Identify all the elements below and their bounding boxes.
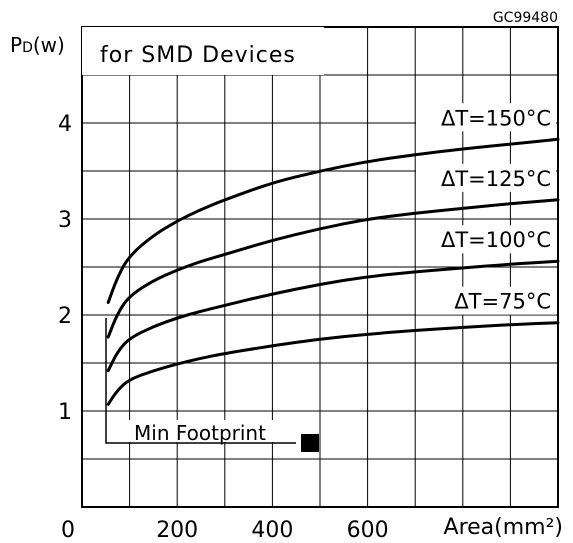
series-labels: ΔT=150°C ΔT=125°C ΔT=100°C ΔT=75°C (416, 103, 556, 315)
chart-title: for SMD Devices (100, 43, 296, 68)
min-footprint-label-box (128, 420, 298, 442)
series-label: ΔT=150°C (441, 106, 551, 130)
y-axis-label-unit: (w) (33, 33, 65, 57)
x-tick-label: 600 (347, 518, 389, 543)
origin-label: 0 (61, 518, 75, 543)
series-label-box (416, 286, 556, 315)
series-label-box (416, 225, 556, 254)
series-label: ΔT=125°C (441, 167, 551, 191)
series-label: ΔT=100°C (441, 228, 551, 252)
y-tick-label: 3 (58, 208, 72, 233)
y-axis-label: PD(w) (10, 33, 65, 57)
y-axis-label-main: P (10, 33, 22, 57)
series-line-3 (106, 259, 560, 373)
series-group (106, 137, 560, 406)
y-axis-label-subscript: D (22, 40, 33, 56)
x-axis-label: Area(mm²) (444, 515, 563, 540)
ticks: 200 400 600 1 2 3 4 (58, 112, 389, 543)
series-line-1 (106, 137, 560, 304)
min-footprint-bracket (105, 318, 296, 444)
footprint-square-icon (301, 434, 319, 452)
series-line-4 (106, 321, 560, 406)
x-tick-label: 200 (156, 518, 198, 543)
series-label: ΔT=75°C (454, 290, 551, 314)
y-tick-label: 2 (58, 304, 72, 329)
series-label-box (416, 103, 556, 132)
series-line-2 (106, 198, 560, 339)
chart-title-box (82, 27, 324, 75)
series-label-box (416, 163, 556, 192)
y-tick-label: 4 (58, 112, 72, 137)
min-footprint-label: Min Footprint (134, 421, 266, 445)
min-footprint-annotation: Min Footprint (105, 318, 319, 452)
y-tick-label: 1 (58, 400, 72, 425)
x-tick-label: 400 (251, 518, 293, 543)
figure-code: GC99480 (493, 10, 558, 26)
x-axis-label-box (418, 508, 573, 543)
